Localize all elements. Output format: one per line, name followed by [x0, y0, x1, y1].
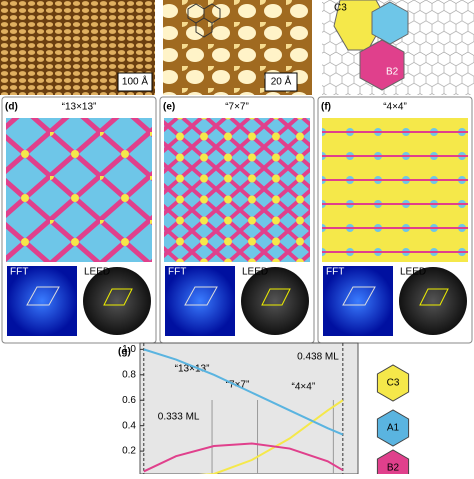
legend-swatch: [376, 409, 410, 447]
fft-label: FFT: [168, 267, 186, 278]
legend-label: B2: [387, 463, 400, 474]
curve: [198, 399, 344, 474]
panel-title: “13×13”: [62, 102, 97, 113]
scale-label: 100 Å: [122, 75, 148, 88]
leed-cell: [261, 288, 291, 306]
fft-image: [165, 266, 235, 336]
panel-label: (g): [118, 347, 131, 358]
panel-title: “7×7”: [225, 102, 249, 113]
leed-label: LEED: [84, 267, 110, 278]
legend-label: A1: [387, 423, 400, 434]
fft-cell: [184, 286, 218, 306]
leed-cell: [419, 288, 449, 306]
leed-label: LEED: [400, 267, 426, 278]
panel-title: “4×4”: [383, 102, 407, 113]
fft-label: FFT: [10, 267, 28, 278]
panel-label: (f): [321, 102, 331, 113]
bound-label: 0.333 ML: [158, 412, 200, 423]
lattice-image: [164, 118, 310, 262]
y-tick-label: 0.6: [122, 395, 136, 406]
lattice-image: [6, 118, 152, 262]
site-label: C3: [334, 3, 347, 14]
panel-label: (e): [163, 102, 175, 113]
y-tick-label: 0.8: [122, 369, 136, 380]
legend-swatch: [376, 449, 410, 479]
phase-label: “4×4”: [292, 382, 316, 393]
curve: [143, 442, 344, 473]
legend-swatch: [376, 364, 410, 402]
phase-label: “13×13”: [175, 364, 210, 375]
fft-image: [7, 266, 77, 336]
curve: [143, 348, 344, 436]
site-label: B2: [386, 67, 399, 78]
leed-label: LEED: [242, 267, 268, 278]
curves: [143, 348, 344, 474]
lattice-image: [322, 118, 468, 262]
fft-cell: [342, 286, 376, 306]
fft-label: FFT: [326, 267, 344, 278]
fft-cell: [26, 286, 60, 306]
y-tick-label: 1.0: [122, 344, 136, 355]
panel-b: 20 Å: [163, 0, 312, 95]
legend-label: C3: [387, 378, 400, 389]
leed-cell: [103, 288, 133, 306]
leed-image: [83, 267, 151, 335]
panel-label: (d): [5, 102, 18, 113]
panel-c: C3 B2: [322, 0, 474, 95]
panel-a: 100 Å: [0, 0, 155, 95]
plot-area: [139, 342, 359, 475]
y-tick-label: 0.4: [122, 420, 136, 431]
leed-image: [241, 267, 309, 335]
scale-label: 20 Å: [271, 75, 292, 88]
fft-image: [323, 266, 393, 336]
bound-label: 0.438 ML: [297, 352, 339, 363]
leed-image: [399, 267, 467, 335]
y-tick-label: 0.2: [122, 446, 136, 457]
